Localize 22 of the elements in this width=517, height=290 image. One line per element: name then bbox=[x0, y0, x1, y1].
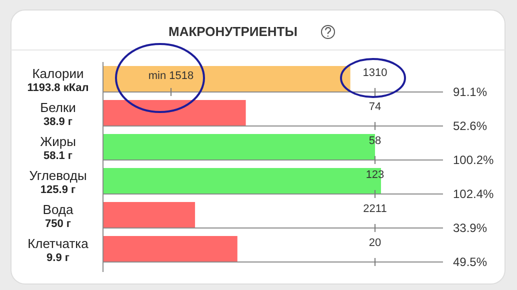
y-tick-label: Жиры 58.1 г bbox=[40, 134, 76, 162]
bar bbox=[103, 236, 238, 262]
y-tick-label: Углеводы 125.9 г bbox=[29, 168, 87, 196]
bar bbox=[103, 100, 246, 126]
annotation: 74 bbox=[368, 101, 382, 113]
data-label: 49.5% bbox=[453, 255, 488, 269]
y-tick-label: Клетчатка 9.9 г bbox=[28, 236, 90, 264]
data-label: 102.4% bbox=[453, 187, 494, 201]
bar bbox=[103, 66, 350, 92]
data-label: 91.1% bbox=[453, 85, 488, 99]
annotation: 20 bbox=[368, 237, 382, 249]
y-tick-label: Калории 1193.8 кКал bbox=[27, 66, 89, 94]
data-label: 100.2% bbox=[453, 153, 494, 167]
data-label: 52.6% bbox=[453, 119, 488, 133]
y-tick-label: Вода 750 г bbox=[42, 202, 74, 230]
y-tick-label: Белки 38.9 г bbox=[40, 100, 76, 128]
data-label: 33.9% bbox=[453, 221, 488, 235]
annotation: min 1518 bbox=[148, 70, 194, 82]
annotation: 1310 bbox=[362, 67, 388, 79]
annotation: 2211 bbox=[363, 203, 387, 215]
chart-title: МАКРОНУТРИЕНТЫ bbox=[168, 24, 298, 39]
bar bbox=[103, 202, 196, 228]
